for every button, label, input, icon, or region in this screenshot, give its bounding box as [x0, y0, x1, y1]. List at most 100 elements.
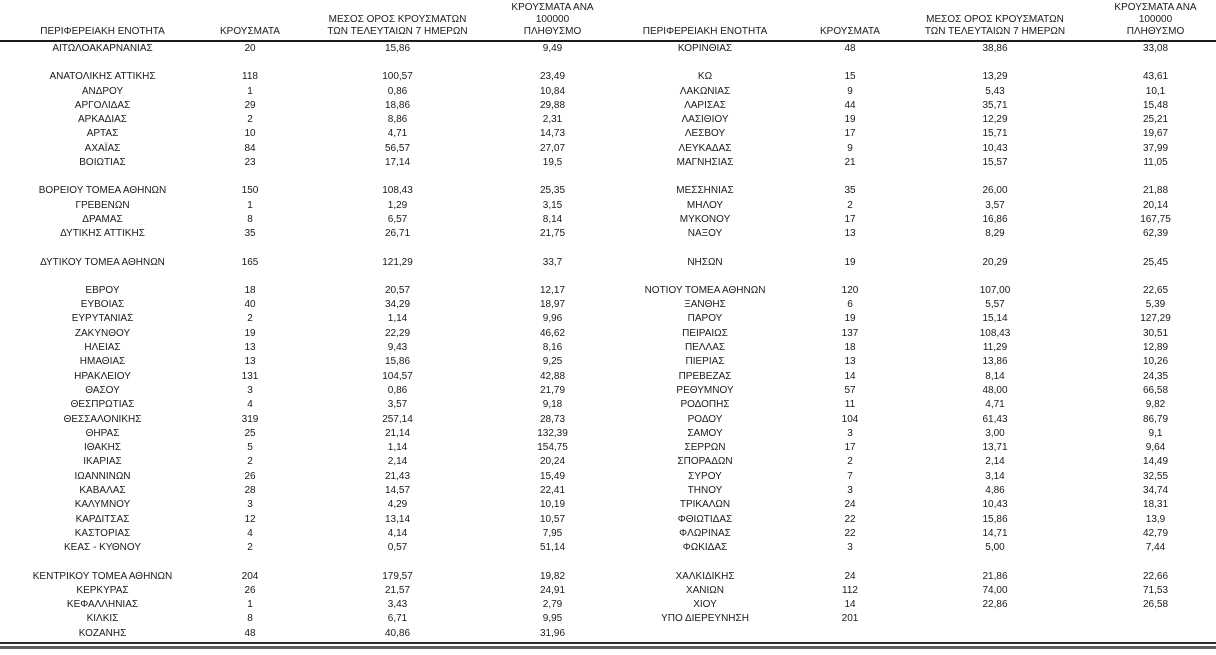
table-row: ΙΩΑΝΝΙΝΩΝ 26 21,43 15,49 ΣΥΡΟΥ 7 3,14 32,55 — [0, 470, 1216, 484]
table-row: ΚΕΡΚΥΡΑΣ 26 21,57 24,91 ΧΑΝΙΩΝ 112 74,00 71,53 — [0, 584, 1216, 598]
avg-7day-cell: 15,57 — [982, 157, 1008, 169]
per-100k-cell: 30,51 — [1142, 327, 1169, 339]
header-per-100k-right: ΚΡΟΥΣΜΑΤΑ ΑΝΑ 100000 ΠΛΗΘΥΣΜΟ — [1114, 2, 1197, 37]
region-name-cell: ΕΥΡΥΤΑΝΙΑΣ — [71, 313, 134, 325]
region-name-cell: ΣΑΜΟΥ — [687, 427, 723, 439]
avg-7day-cell: 4,71 — [387, 128, 408, 140]
avg-7day-cell: 48,00 — [982, 384, 1008, 396]
per-100k-cell: 9,25 — [542, 356, 563, 368]
avg-7day-cell: 15,86 — [982, 513, 1008, 525]
per-100k-cell: 22,65 — [1142, 284, 1169, 296]
cases-cell — [205, 556, 295, 570]
region-name-cell: ΛΑΚΩΝΙΑΣ — [679, 85, 731, 97]
cases-cell: 5 — [247, 442, 253, 454]
avg-7day-cell: 257,14 — [382, 413, 413, 425]
region-name-cell: ΚΕΝΤΡΙΚΟΥ ΤΟΜΕΑ ΑΘΗΝΩΝ — [32, 570, 173, 582]
per-100k-cell: 9,96 — [542, 313, 563, 325]
avg-7day-cell: 4,86 — [985, 485, 1005, 497]
avg-7day-cell — [895, 627, 1095, 641]
avg-7day-cell: 5,43 — [985, 85, 1005, 97]
per-100k-cell: 14,73 — [539, 128, 566, 140]
avg-7day-cell: 56,57 — [384, 142, 411, 154]
table-row: ΕΒΡΟΥ 18 20,57 12,17 ΝΟΤΙΟΥ ΤΟΜΕΑ ΑΘΗΝΩΝ 120 1… — [0, 284, 1216, 298]
avg-7day-cell: 104,57 — [382, 370, 413, 382]
per-100k-cell: 9,64 — [1145, 442, 1166, 454]
per-100k-cell: 22,41 — [539, 485, 566, 497]
table-row: ΔΡΑΜΑΣ 8 6,57 8,14 ΜΥΚΟΝΟΥ 17 16,86 167,75 — [0, 213, 1216, 227]
spacer-row — [0, 556, 1216, 570]
region-name-cell: ΙΩΑΝΝΙΝΩΝ — [74, 470, 131, 482]
region-name-cell: ΚΩ — [697, 71, 713, 83]
header-region-right: ΠΕΡΙΦΕΡΕΙΑΚΗ ΕΝΟΤΗΤΑ — [642, 26, 768, 37]
per-100k-cell: 9,95 — [542, 613, 563, 625]
cases-cell: 1 — [247, 199, 253, 211]
region-name-cell — [0, 56, 205, 70]
region-name-cell: ΝΟΤΙΟΥ ΤΟΜΕΑ ΑΘΗΝΩΝ — [644, 284, 766, 296]
cases-cell: 150 — [241, 185, 259, 197]
per-100k-cell: 10,1 — [1145, 85, 1166, 97]
avg-7day-cell: 1,29 — [387, 199, 408, 211]
per-100k-cell — [500, 56, 605, 70]
region-name-cell: ΜΕΣΣΗΝΙΑΣ — [676, 185, 734, 197]
region-name-cell: ΙΚΑΡΙΑΣ — [83, 456, 122, 468]
region-name-cell — [605, 627, 805, 641]
region-name-cell: ΑΡΚΑΔΙΑΣ — [78, 114, 127, 126]
avg-7day-cell: 0,86 — [387, 85, 408, 97]
avg-7day-cell — [295, 242, 500, 256]
cases-cell: 112 — [842, 584, 858, 596]
region-name-cell: ΔΥΤΙΚΟΥ ΤΟΜΕΑ ΑΘΗΝΩΝ — [40, 256, 165, 268]
cases-cell — [205, 56, 295, 70]
avg-7day-cell: 10,43 — [982, 499, 1008, 511]
cases-cell: 25 — [244, 427, 256, 439]
cases-cell: 22 — [844, 513, 856, 525]
per-100k-cell: 7,44 — [1145, 542, 1166, 554]
cases-cell: 131 — [241, 370, 259, 382]
per-100k-cell: 66,58 — [1142, 384, 1169, 396]
per-100k-cell: 37,99 — [1142, 142, 1169, 154]
per-100k-cell: 25,45 — [1142, 256, 1169, 268]
cases-cell: 19 — [844, 256, 856, 268]
avg-7day-cell: 4,29 — [387, 499, 408, 511]
per-100k-cell: 33,08 — [1142, 43, 1169, 54]
avg-7day-cell: 13,29 — [982, 71, 1008, 83]
avg-7day-cell: 5,00 — [985, 542, 1005, 554]
cases-cell: 3 — [847, 542, 853, 554]
cases-cell: 204 — [241, 570, 259, 582]
per-100k-cell: 15,49 — [539, 470, 566, 482]
cases-cell: 118 — [242, 71, 258, 83]
per-100k-cell: 29,88 — [539, 99, 566, 111]
per-100k-cell — [1095, 612, 1216, 626]
table-row: ΚΑΒΑΛΑΣ 28 14,57 22,41 ΤΗΝΟΥ 3 4,86 34,74 — [0, 484, 1216, 498]
avg-7day-cell: 6,71 — [387, 613, 408, 625]
per-100k-cell: 8,14 — [542, 213, 563, 225]
region-name-cell: ΓΡΕΒΕΝΩΝ — [75, 199, 130, 211]
table-row: ΑΧΑΪΑΣ 84 56,57 27,07 ΛΕΥΚΑΔΑΣ 9 10,43 37,99 — [0, 142, 1216, 156]
region-name-cell: ΠΑΡΟΥ — [687, 313, 723, 325]
table-row: ΙΚΑΡΙΑΣ 2 2,14 20,24 ΣΠΟΡΑΔΩΝ 2 2,14 14,49 — [0, 455, 1216, 469]
region-name-cell: ΚΟΖΑΝΗΣ — [78, 627, 127, 639]
region-name-cell: ΦΩΚΙΔΑΣ — [682, 542, 728, 554]
region-name-cell: ΚΑΛΥΜΝΟΥ — [74, 499, 131, 511]
per-100k-cell: 132,39 — [537, 427, 568, 439]
cases-cell: 17 — [844, 128, 856, 140]
avg-7day-cell: 121,29 — [382, 256, 413, 268]
avg-7day-cell: 14,57 — [384, 485, 411, 497]
spacer-row — [0, 170, 1216, 184]
cases-cell — [805, 270, 895, 284]
cases-cell: 6 — [847, 299, 853, 311]
cases-cell: 1 — [247, 599, 253, 611]
cases-cell: 13 — [844, 356, 856, 368]
per-100k-cell: 27,07 — [539, 142, 566, 154]
avg-7day-cell — [295, 170, 500, 184]
avg-7day-cell: 8,14 — [985, 370, 1005, 382]
per-100k-cell: 8,16 — [542, 342, 563, 354]
region-name-cell: ΕΒΡΟΥ — [85, 284, 120, 296]
cases-cell: 14 — [844, 370, 856, 382]
table-row: ΒΟΙΩΤΙΑΣ 23 17,14 19,5 ΜΑΓΝΗΣΙΑΣ 21 15,57 11,05 — [0, 156, 1216, 170]
region-name-cell: ΝΗΣΩΝ — [687, 256, 723, 268]
cases-cell — [805, 56, 895, 70]
region-name-cell: ΜΑΓΝΗΣΙΑΣ — [676, 157, 734, 169]
table-row: ΚΙΛΚΙΣ 8 6,71 9,95 ΥΠΟ ΔΙΕΡΕΥΝΗΣΗ 201 — [0, 612, 1216, 626]
region-name-cell: ΗΡΑΚΛΕΙΟΥ — [74, 370, 131, 382]
region-name-cell — [605, 556, 805, 570]
